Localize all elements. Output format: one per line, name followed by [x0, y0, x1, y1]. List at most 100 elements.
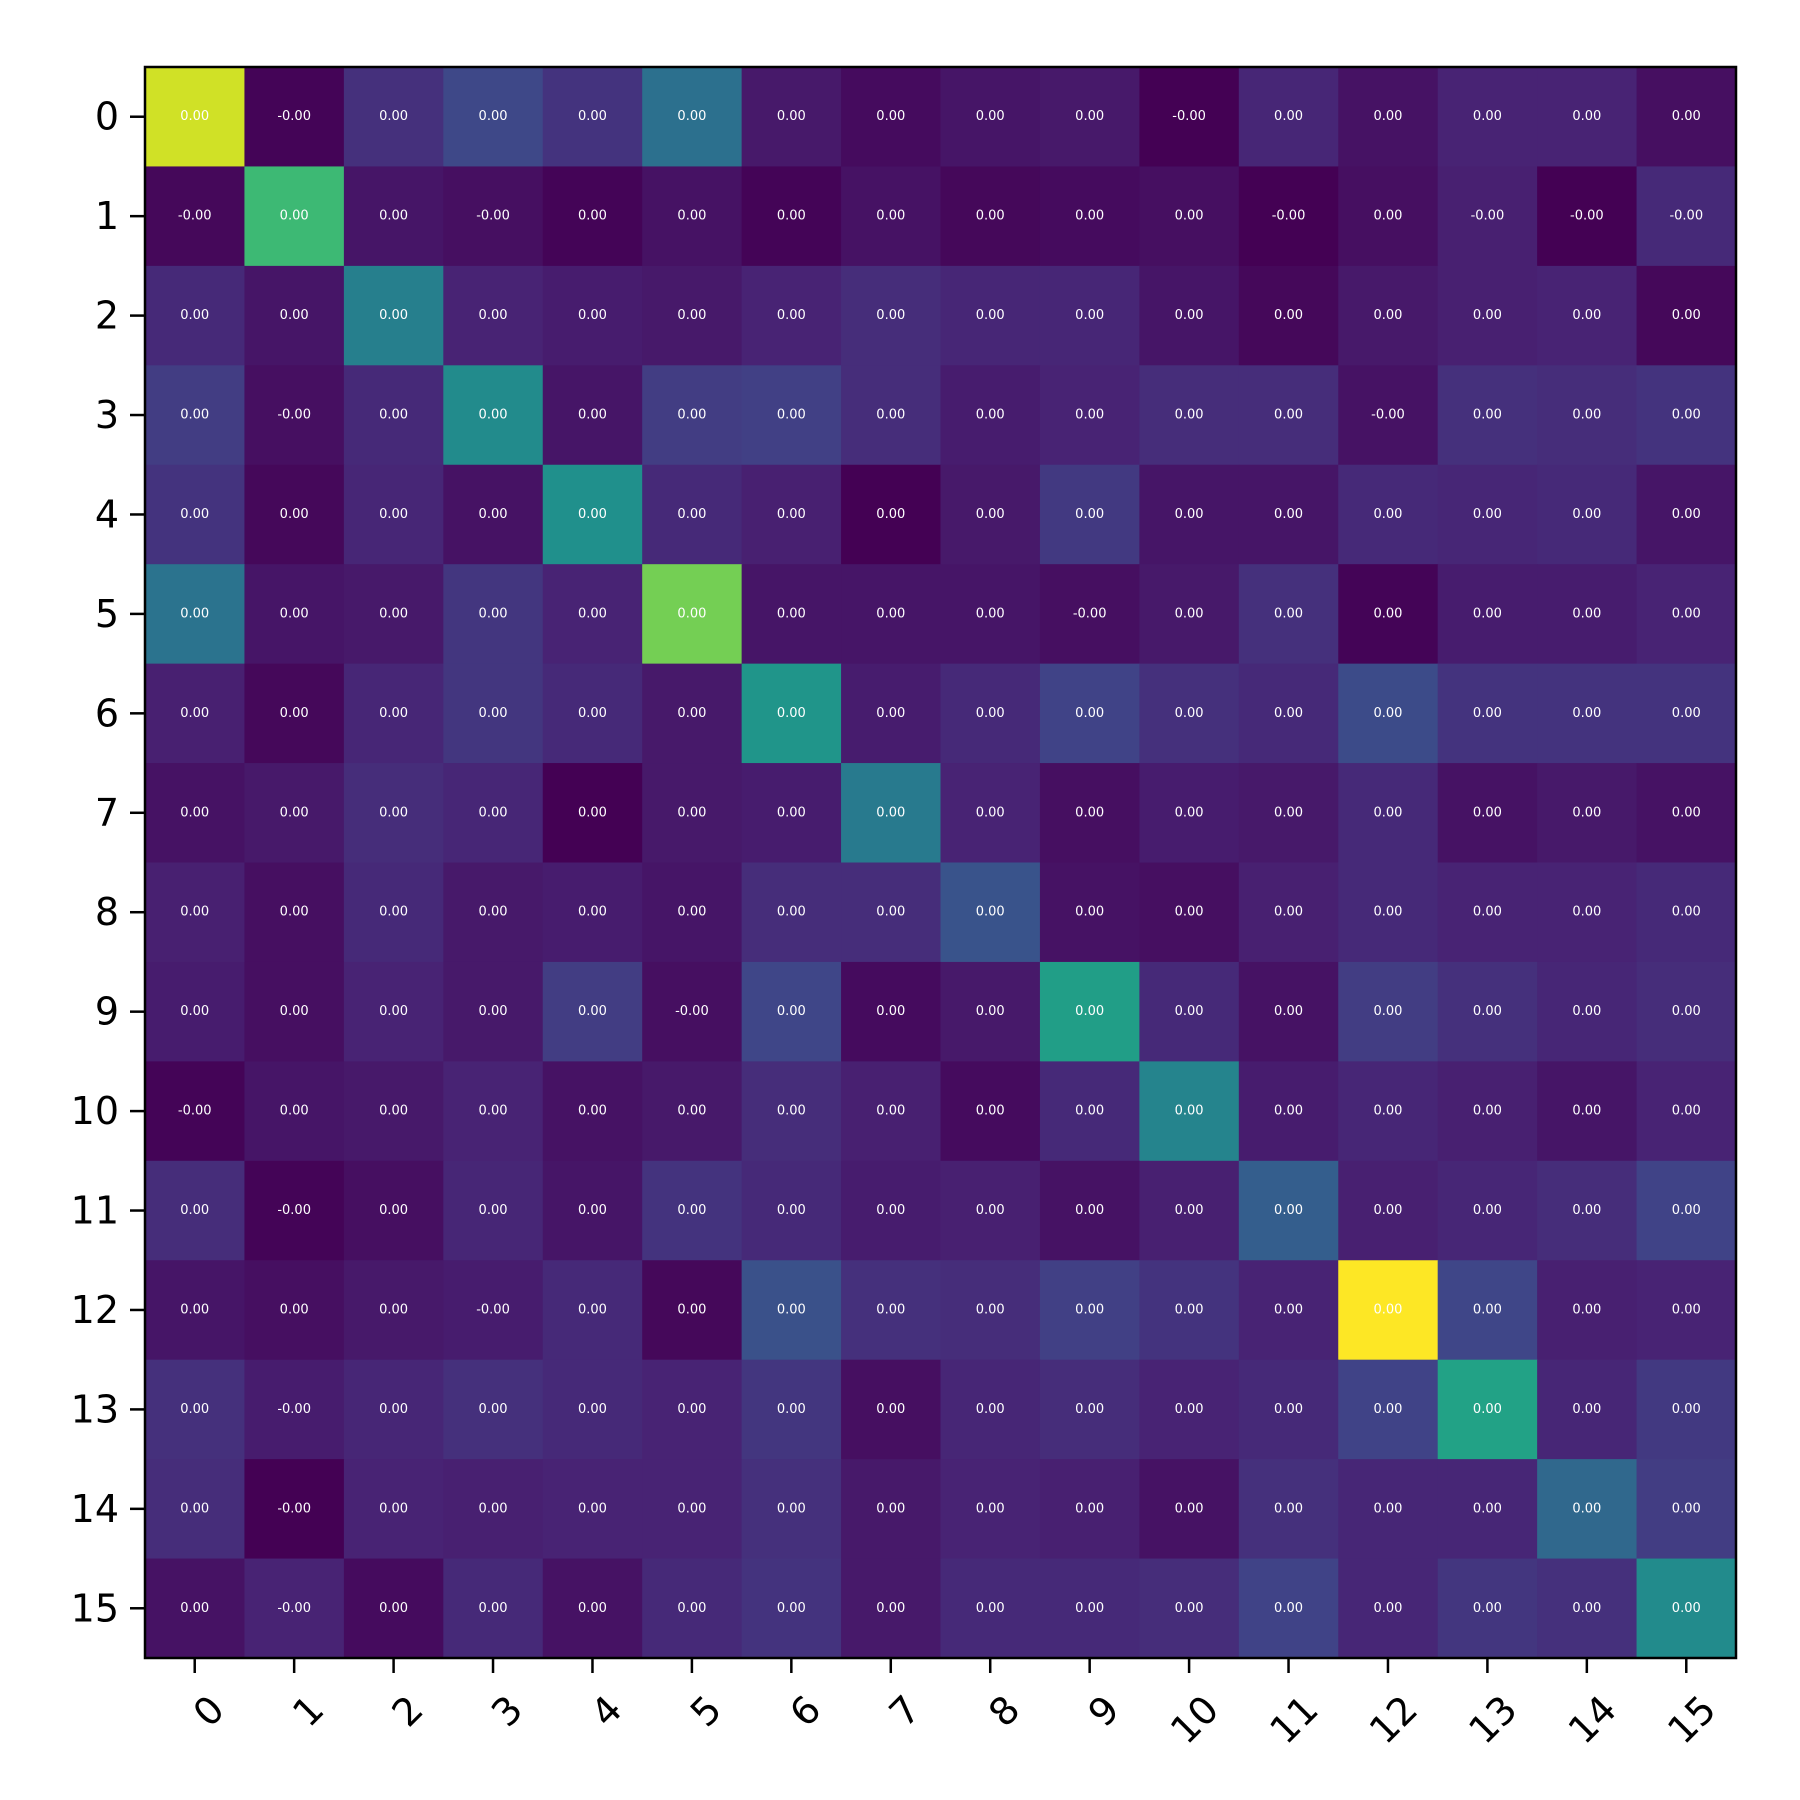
heatmap-cell: [1139, 464, 1240, 565]
cell-value-label: 0.00: [1672, 706, 1701, 721]
heatmap-cell: [1636, 1260, 1737, 1361]
y-tick-label: 13: [71, 1387, 119, 1431]
cell-value-label: 0.00: [976, 706, 1005, 721]
heatmap-cell: [841, 1260, 942, 1361]
y-tick-label: 3: [95, 393, 119, 437]
cell-value-label: 0.00: [479, 507, 508, 522]
cell-value-label: 0.00: [1274, 109, 1303, 124]
cell-value-label: 0.00: [876, 1501, 905, 1516]
heatmap-cell: [1338, 1160, 1439, 1261]
heatmap-cell: [244, 1061, 345, 1162]
heatmap-cell: [841, 862, 942, 963]
heatmap-cell: [343, 1260, 444, 1361]
cell-value-label: 0.00: [777, 805, 806, 820]
heatmap-cell: [642, 1061, 743, 1162]
cell-value-label: 0.00: [1572, 606, 1601, 621]
cell-value-label: 0.00: [379, 905, 408, 920]
heatmap-cell: [841, 1061, 942, 1162]
cell-value-label: 0.00: [578, 606, 607, 621]
heatmap-cell-labels: 0.00 -0.00 0.00 0.00 0.00 0.00 0.00 0.00 0.00 0.0…: [178, 109, 1703, 1616]
cell-value-label: 0.00: [677, 1104, 706, 1119]
heatmap-cell: [542, 265, 643, 366]
y-tick-label: 2: [95, 294, 119, 338]
heatmap-cell: [343, 265, 444, 366]
heatmap-cell: [145, 961, 246, 1062]
heatmap-cell: [1437, 1459, 1538, 1560]
cell-value-label: -0.00: [1073, 606, 1107, 621]
cell-value-label: 0.00: [479, 805, 508, 820]
heatmap-cell: [1636, 464, 1737, 565]
heatmap-cell: [1039, 1061, 1140, 1162]
cell-value-label: 0.00: [1274, 706, 1303, 721]
heatmap-cell: [443, 1160, 544, 1261]
cell-value-label: 0.00: [1473, 1004, 1502, 1019]
heatmap-cell: [741, 1558, 842, 1659]
cell-value-label: -0.00: [1570, 209, 1604, 224]
heatmap-cell: [1139, 1558, 1240, 1659]
cell-value-label: 0.00: [280, 1302, 309, 1317]
cell-value-label: 0.00: [379, 209, 408, 224]
heatmap-cell: [1537, 1260, 1638, 1361]
heatmap-cell: [145, 1061, 246, 1162]
heatmap-cell: [1039, 1359, 1140, 1460]
cell-value-label: 0.00: [578, 209, 607, 224]
cell-value-label: 0.00: [876, 1004, 905, 1019]
cell-value-label: 0.00: [379, 408, 408, 423]
heatmap-cell: [1039, 464, 1140, 565]
cell-value-label: 0.00: [180, 905, 209, 920]
cell-value-label: 0.00: [479, 1601, 508, 1616]
cell-value-label: 0.00: [1175, 1104, 1204, 1119]
heatmap-cell: [1338, 763, 1439, 864]
cell-value-label: 0.00: [280, 308, 309, 323]
cell-value-label: 0.00: [1672, 1601, 1701, 1616]
heatmap-cells: [145, 67, 1737, 1659]
heatmap-cell: [1139, 961, 1240, 1062]
heatmap-cell: [841, 265, 942, 366]
cell-value-label: 0.00: [280, 706, 309, 721]
cell-value-label: 0.00: [280, 606, 309, 621]
heatmap-cell: [741, 1459, 842, 1560]
heatmap-cell: [1238, 961, 1339, 1062]
cell-value-label: 0.00: [180, 706, 209, 721]
cell-value-label: 0.00: [479, 606, 508, 621]
cell-value-label: 0.00: [1075, 1004, 1104, 1019]
x-tick-label: 14: [1560, 1687, 1625, 1752]
plot-frame: [143, 65, 1738, 1660]
heatmap-cell: [1537, 862, 1638, 963]
cell-value-label: 0.00: [677, 905, 706, 920]
cell-value-label: 0.00: [777, 1004, 806, 1019]
heatmap-cell: [940, 1459, 1041, 1560]
cell-value-label: 0.00: [1274, 606, 1303, 621]
cell-value-label: 0.00: [379, 308, 408, 323]
cell-value-label: 0.00: [876, 706, 905, 721]
cell-value-label: 0.00: [1572, 1501, 1601, 1516]
cell-value-label: 0.00: [479, 1501, 508, 1516]
cell-value-label: 0.00: [1075, 1302, 1104, 1317]
heatmap-cell: [542, 663, 643, 764]
heatmap-cell: [741, 166, 842, 267]
cell-value-label: 0.00: [1373, 1501, 1402, 1516]
heatmap-cell: [1338, 862, 1439, 963]
y-tick-label: 7: [95, 791, 119, 835]
heatmap-cell: [1636, 862, 1737, 963]
cell-value-label: 0.00: [180, 308, 209, 323]
cell-value-label: 0.00: [578, 109, 607, 124]
cell-value-label: 0.00: [180, 109, 209, 124]
cell-value-label: 0.00: [1373, 1203, 1402, 1218]
cell-value-label: 0.00: [1672, 1402, 1701, 1417]
heatmap-cell: [940, 1160, 1041, 1261]
heatmap-cell: [642, 464, 743, 565]
heatmap-cell: [145, 1359, 246, 1460]
cell-value-label: 0.00: [1473, 606, 1502, 621]
cell-value-label: 0.00: [1274, 1402, 1303, 1417]
heatmap-cell: [343, 1359, 444, 1460]
heatmap-cell: [1139, 1061, 1240, 1162]
heatmap-cell: [443, 564, 544, 665]
heatmap-cell: [145, 1260, 246, 1361]
cell-value-label: 0.00: [677, 1203, 706, 1218]
heatmap-cell: [443, 1459, 544, 1560]
cell-value-label: 0.00: [1572, 1203, 1601, 1218]
cell-value-label: 0.00: [180, 507, 209, 522]
cell-value-label: 0.00: [1373, 1302, 1402, 1317]
heatmap-cell: [940, 1260, 1041, 1361]
